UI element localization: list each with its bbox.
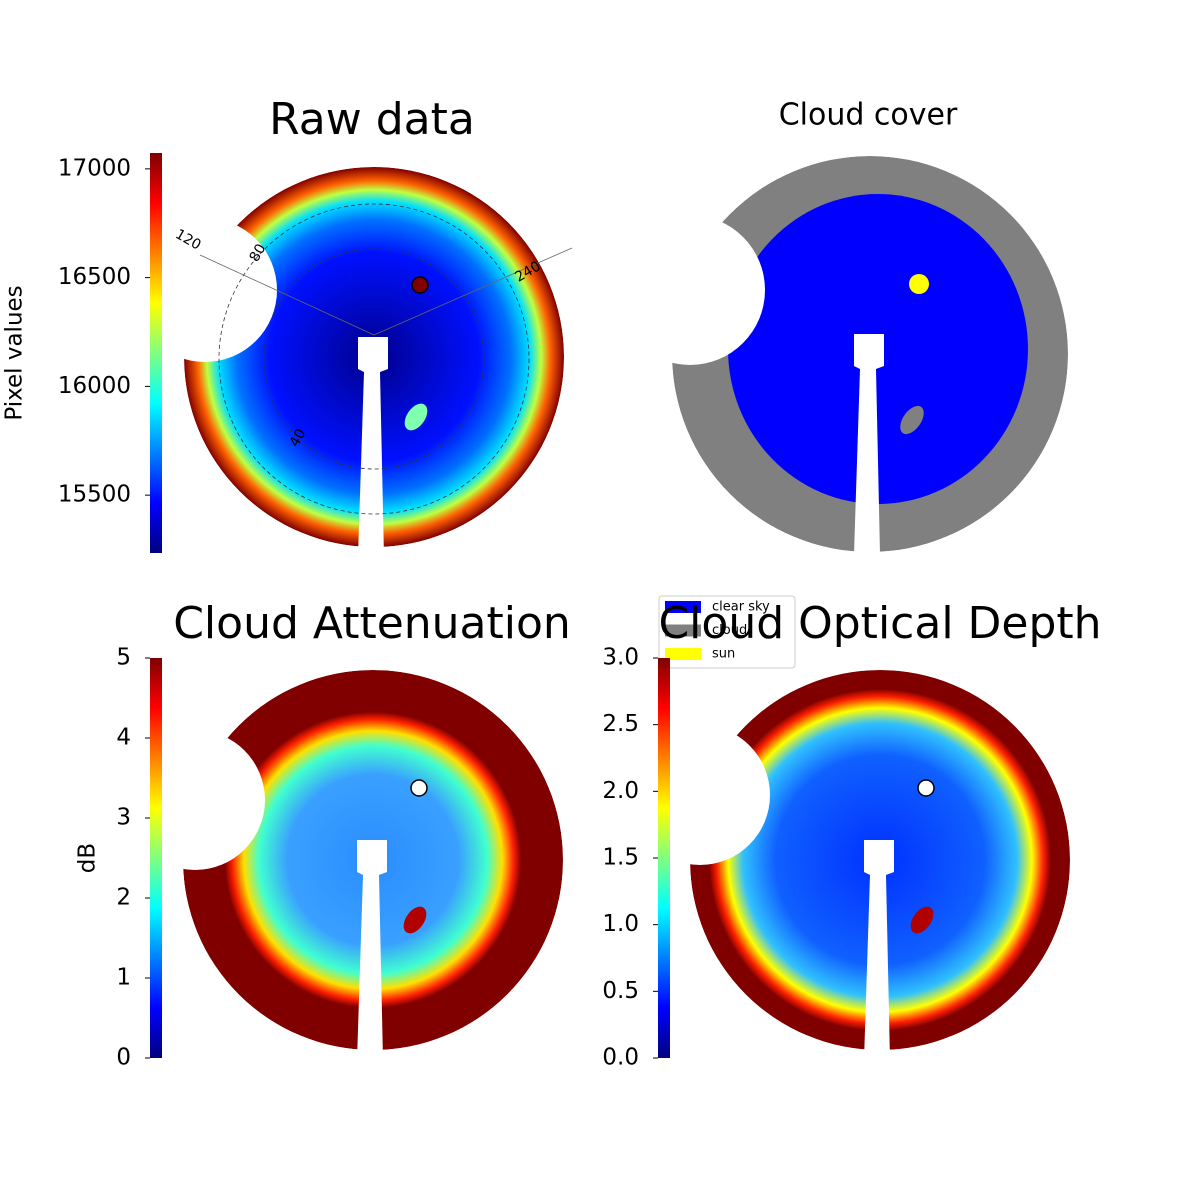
- colorbar-tick-label: 1: [116, 965, 131, 991]
- polar-grid: [263, 248, 485, 470]
- colorbar-tick-label: 17000: [58, 155, 131, 181]
- cloud-patch: [900, 405, 924, 435]
- colorbar-tick-label: 4: [116, 725, 131, 751]
- chart-title: Cloud Attenuation: [173, 598, 571, 649]
- sky-image: [690, 670, 1070, 1050]
- sun-marker: [917, 779, 935, 797]
- sky-image: [672, 156, 1068, 552]
- cloud-patch: [404, 403, 428, 431]
- colorbar-tick-label: 0.5: [602, 978, 639, 1004]
- colorbar: [150, 153, 162, 553]
- legend-label: clear sky: [712, 600, 770, 615]
- colorbar-tick-label: 2.5: [602, 711, 639, 737]
- colorbar-tick-label: 1.5: [602, 845, 639, 871]
- colorbar-tick-label: 3: [116, 805, 131, 831]
- colorbar-tick-label: 1.0: [602, 911, 639, 937]
- sky-image: [183, 670, 563, 1050]
- clear-region: [728, 194, 1028, 504]
- polar-label: 80: [247, 241, 270, 264]
- legend-swatch: [665, 601, 701, 613]
- legend-swatch: [665, 624, 701, 637]
- colorbar-label: Pixel values: [2, 285, 28, 420]
- colorbar-label: dB: [75, 843, 101, 873]
- sky-image: [184, 167, 564, 547]
- colorbar-tick-label: 2: [116, 885, 131, 911]
- polar-grid: [199, 254, 375, 336]
- sun-region: [909, 274, 929, 294]
- colorbar-tick-label: 2.0: [602, 778, 639, 804]
- image-field: [183, 670, 563, 1050]
- polar-grid: [218, 203, 530, 515]
- polar-label: 40: [287, 426, 310, 449]
- cloud-patch: [403, 906, 427, 934]
- colorbar: [658, 658, 670, 1058]
- colorbar-tick-label: 3.0: [602, 645, 639, 671]
- colorbar-tick-label: 15500: [58, 482, 131, 508]
- colorbar-tick-label: 0: [116, 1045, 131, 1071]
- sun-marker: [411, 276, 429, 294]
- colorbar-tick-label: 16000: [58, 373, 131, 399]
- legend-label: cloud: [712, 623, 747, 638]
- chart-title: Cloud Optical Depth: [658, 598, 1101, 649]
- legend-swatch: [665, 648, 701, 660]
- chart-title: Raw data: [269, 94, 475, 145]
- colorbar: [150, 658, 162, 1058]
- image-field: [184, 167, 564, 547]
- polar-grid: [373, 247, 573, 336]
- colorbar-tick-label: 16500: [58, 264, 131, 290]
- cloud-patch: [910, 906, 934, 934]
- chart-title: Cloud cover: [779, 98, 958, 133]
- image-field: [690, 670, 1070, 1050]
- colorbar-tick-label: 5: [116, 645, 131, 671]
- colorbar-tick-label: 0.0: [602, 1045, 639, 1071]
- legend-label: sun: [712, 647, 735, 662]
- sun-marker: [410, 779, 428, 797]
- polar-label: 120: [172, 226, 203, 253]
